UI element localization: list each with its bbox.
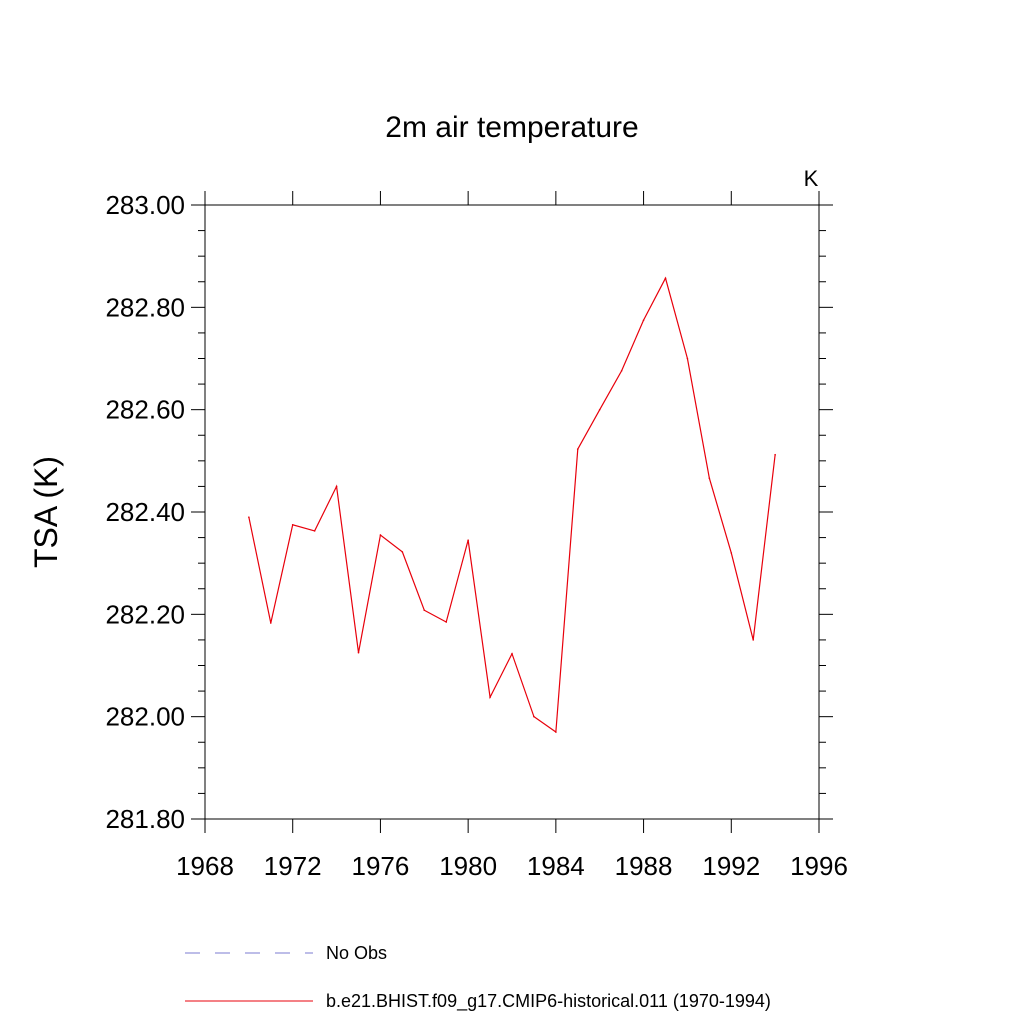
data-point	[576, 448, 579, 450]
data-point	[357, 651, 360, 654]
data-point	[686, 357, 689, 360]
x-tick-label: 1996	[790, 851, 848, 881]
plot-frame	[204, 204, 820, 820]
data-point	[489, 696, 491, 699]
data-point	[555, 731, 557, 733]
chart-title: 2m air temperature	[385, 111, 638, 144]
y-tick-label: 282.00	[105, 702, 185, 732]
y-tick-label: 282.40	[105, 497, 185, 527]
series-line	[248, 276, 776, 734]
data-point	[708, 477, 711, 480]
y-tick-label: 282.20	[105, 599, 185, 629]
x-tick-label: 1976	[352, 851, 410, 881]
data-point	[664, 277, 667, 279]
data-point	[730, 552, 733, 554]
data-point	[467, 539, 469, 541]
x-axis-ticks: 1968 1972 1976 1980 1984 1988 1992 1996	[176, 191, 848, 881]
data-point	[291, 523, 294, 526]
y-axis-ticks: 281.80 282.00 282.20 282.40 282.60 282.80 283.…	[105, 190, 833, 834]
data-point	[269, 622, 272, 624]
data-point	[511, 652, 513, 655]
data-point	[752, 639, 755, 641]
x-tick-label: 1980	[439, 851, 497, 881]
data-point	[774, 453, 776, 456]
units-label: K	[804, 166, 819, 191]
x-tick-label: 1968	[176, 851, 234, 881]
y-tick-label: 282.80	[105, 292, 185, 322]
data-point	[445, 621, 448, 623]
data-point	[248, 516, 250, 518]
data-point	[533, 715, 535, 718]
x-tick-label: 1988	[615, 851, 673, 881]
data-point	[423, 609, 426, 612]
data-point	[642, 319, 645, 321]
legend-label: No Obs	[326, 943, 387, 963]
legend-label: b.e21.BHIST.f09_g17.CMIP6-historical.011…	[326, 991, 771, 1012]
data-point	[598, 408, 601, 411]
data-point	[620, 369, 623, 372]
data-point	[313, 530, 316, 532]
y-tick-label: 281.80	[105, 804, 185, 834]
y-axis-label: TSA (K)	[28, 456, 64, 568]
legend: No Obs b.e21.BHIST.f09_g17.CMIP6-historic…	[185, 943, 771, 1012]
series-layer	[248, 276, 776, 734]
plot-border	[204, 204, 820, 820]
data-point	[401, 551, 404, 553]
x-tick-label: 1992	[702, 851, 760, 881]
data-point	[335, 485, 338, 488]
x-tick-label: 1984	[527, 851, 585, 881]
y-tick-label: 283.00	[105, 190, 185, 220]
y-tick-label: 282.60	[105, 395, 185, 425]
x-tick-label: 1972	[264, 851, 322, 881]
data-point	[379, 534, 382, 536]
